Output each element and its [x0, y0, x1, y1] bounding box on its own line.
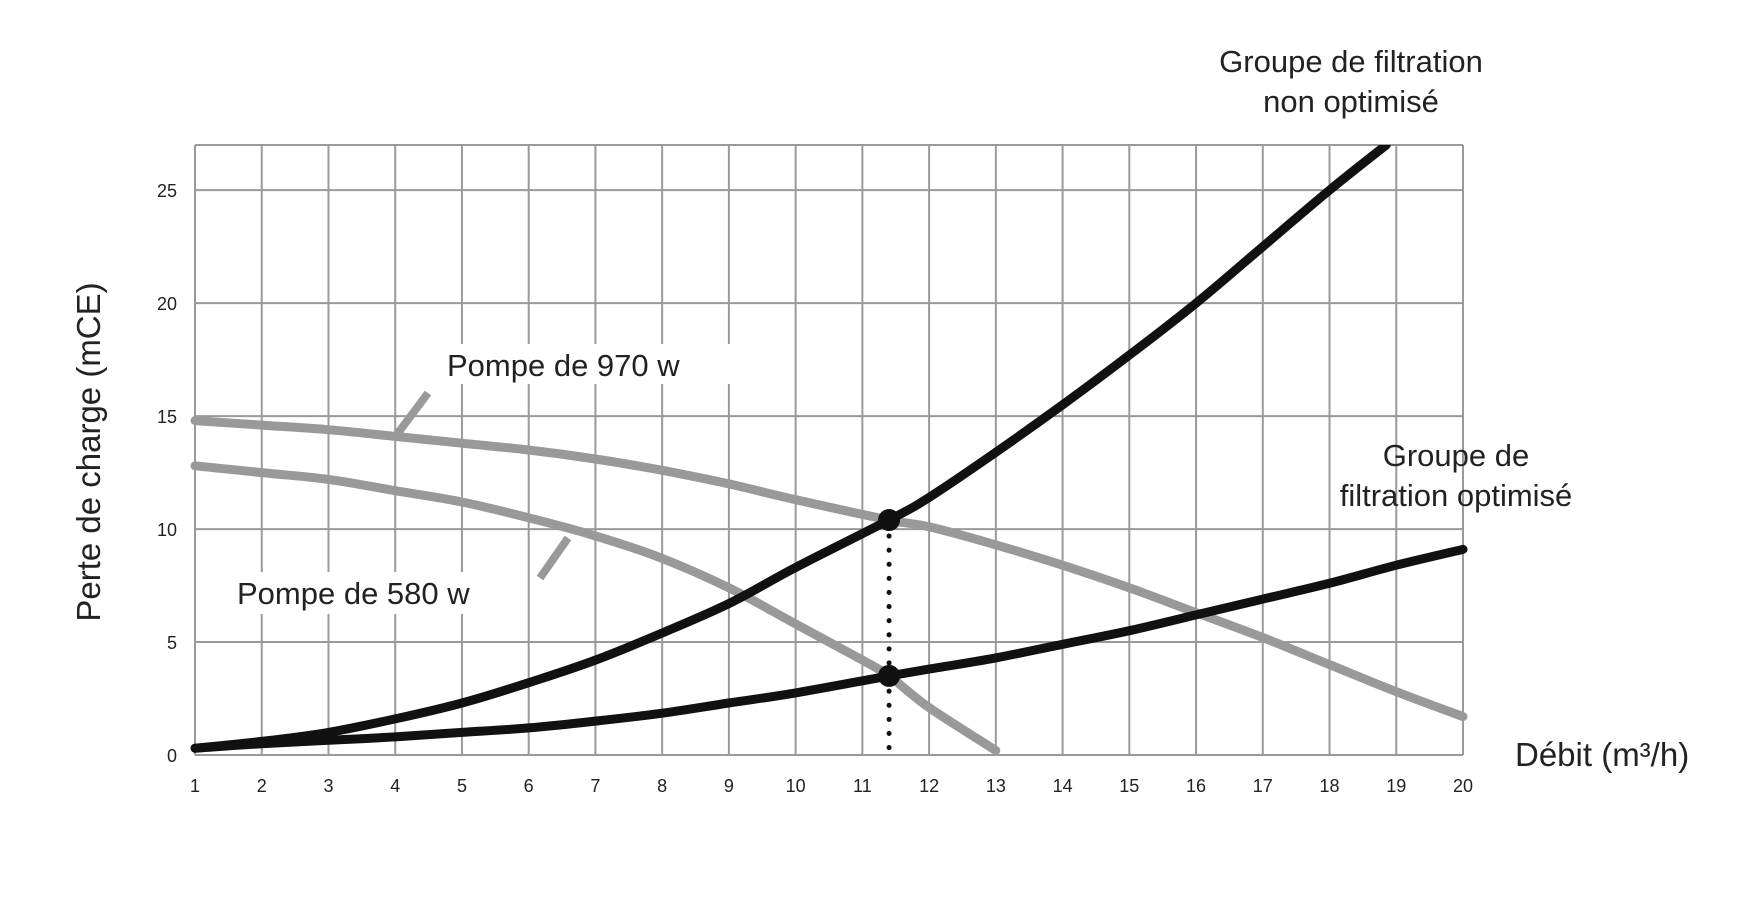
- y-tick-label: 0: [167, 746, 177, 766]
- label-non-optimise-2: non optimisé: [1263, 84, 1439, 119]
- y-tick-label: 15: [157, 407, 177, 427]
- label-non-optimise-1: Groupe de filtration: [1219, 44, 1483, 79]
- x-tick-label: 10: [786, 776, 806, 796]
- x-tick-label: 18: [1320, 776, 1340, 796]
- y-tick-label: 25: [157, 181, 177, 201]
- x-tick-label: 9: [724, 776, 734, 796]
- series-groupe-optimise: [190, 544, 1468, 753]
- y-tick-labels: 0 5 10 15 20 25: [157, 181, 177, 766]
- label-pompe-970: Pompe de 970 w: [447, 348, 680, 383]
- x-tick-label: 1: [190, 776, 200, 796]
- label-pompe-580: Pompe de 580 w: [237, 576, 470, 611]
- x-tick-label: 16: [1186, 776, 1206, 796]
- x-tick-label: 20: [1453, 776, 1473, 796]
- x-tick-label: 13: [986, 776, 1006, 796]
- x-tick-label: 12: [919, 776, 939, 796]
- leader-pompe-970: [394, 390, 432, 436]
- series-groupe-non-optimise: [190, 145, 1391, 753]
- label-leaders: [230, 344, 730, 614]
- y-tick-label: 10: [157, 520, 177, 540]
- series-lines: [190, 145, 1468, 755]
- x-tick-label: 6: [524, 776, 534, 796]
- x-tick-label: 7: [590, 776, 600, 796]
- x-tick-labels: 1 2 3 4 5 6 7 8 9 10 11 12 13 14 15 16 17 18 19 20: [190, 776, 1473, 796]
- label-optimise-1: Groupe de: [1383, 438, 1530, 473]
- series-pompe-970: [190, 416, 1468, 722]
- x-tick-label: 19: [1386, 776, 1406, 796]
- y-axis-title: Perte de charge (mCE): [70, 282, 107, 621]
- y-tick-label: 5: [167, 633, 177, 653]
- x-tick-label: 2: [257, 776, 267, 796]
- label-bg-970: [440, 344, 730, 384]
- leader-pompe-580: [536, 535, 572, 581]
- y-tick-label: 20: [157, 294, 177, 314]
- plot-background: [195, 145, 1463, 755]
- x-tick-label: 11: [853, 776, 872, 796]
- x-tick-label: 4: [390, 776, 400, 796]
- label-optimise-2: filtration optimisé: [1340, 478, 1573, 513]
- label-bg-580: [230, 572, 520, 614]
- x-tick-label: 5: [457, 776, 467, 796]
- operating-point-1: [878, 509, 901, 532]
- x-tick-label: 3: [323, 776, 333, 796]
- x-tick-label: 8: [657, 776, 667, 796]
- operating-points: [878, 509, 901, 687]
- operating-point-2: [878, 664, 901, 687]
- x-axis-title: Débit (m³/h): [1515, 736, 1689, 773]
- x-tick-label: 14: [1053, 776, 1073, 796]
- x-tick-label: 15: [1119, 776, 1139, 796]
- x-tick-label: 17: [1253, 776, 1273, 796]
